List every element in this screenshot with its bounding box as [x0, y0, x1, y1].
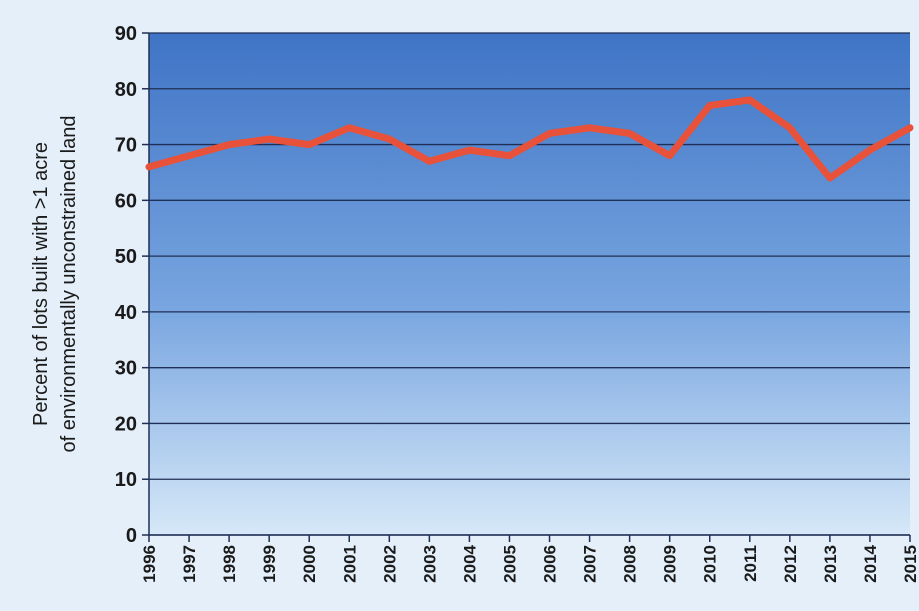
data-point-1999	[266, 136, 272, 142]
data-point-2007	[587, 125, 593, 131]
x-tick-labels: 1996 1997 1998 1999 2000 2001 2002 2003 2004 2005…	[140, 544, 919, 582]
x-tick-label: 2013	[821, 545, 840, 583]
x-tick-label: 1999	[260, 545, 279, 583]
x-tick-label: 2004	[460, 544, 479, 582]
data-point-1997	[186, 153, 192, 159]
data-point-2015	[907, 125, 913, 131]
series-lines	[145, 96, 914, 182]
data-point-2001	[346, 125, 352, 131]
data-point-2009	[667, 153, 673, 159]
data-point-1996	[146, 164, 152, 170]
data-point-2012	[787, 125, 793, 131]
x-tick-label: 2003	[420, 545, 439, 583]
x-tick-label: 2014	[861, 544, 880, 582]
x-tick-label: 2006	[541, 545, 560, 583]
y-tick-label: 70	[115, 135, 137, 157]
plot-area	[149, 33, 910, 535]
data-point-2000	[306, 142, 312, 148]
y-tick-label: 80	[115, 79, 137, 101]
data-point-2008	[627, 130, 633, 136]
x-tick-label: 2010	[701, 545, 720, 583]
data-point-2006	[547, 130, 553, 136]
y-axis-title-line-2: of environmentally unconstrained land	[58, 116, 80, 453]
y-tick-label: 60	[115, 190, 137, 212]
x-tick-label: 1996	[140, 545, 159, 583]
x-tick-label: 2009	[661, 545, 680, 583]
x-tick-label: 2012	[781, 545, 800, 583]
data-point-2013	[827, 175, 833, 181]
x-tick-label: 2011	[741, 545, 760, 582]
data-point-2010	[707, 103, 713, 109]
gridlines	[142, 32, 910, 536]
x-tick-label: 2007	[581, 545, 600, 583]
y-tick-label: 90	[115, 23, 137, 45]
data-point-2002	[386, 136, 392, 142]
x-tick-label: 2000	[300, 545, 319, 583]
x-tick-label: 2002	[380, 545, 399, 583]
x-tick-label: 2015	[901, 545, 919, 583]
data-point-2014	[867, 147, 873, 153]
y-tick-label: 20	[115, 413, 137, 435]
data-point-2005	[506, 153, 512, 159]
x-tick-label: 1997	[180, 545, 199, 583]
y-tick-label: 40	[115, 302, 137, 324]
x-tick-label: 2001	[340, 545, 359, 583]
y-tick-label: 50	[115, 246, 137, 268]
series-line-0	[145, 96, 914, 182]
data-point-2011	[747, 97, 753, 103]
y-axis-title-line-1: Percent of lots built with >1 acre	[30, 142, 52, 426]
x-tick-label: 2005	[500, 545, 519, 583]
x-tick-label: 1998	[220, 545, 239, 583]
y-tick-labels: 0 10 20 30 40 50 60 70 80 90	[115, 23, 137, 547]
data-point-1998	[226, 142, 232, 148]
y-tick-label: 0	[126, 525, 137, 547]
axes	[148, 33, 911, 542]
x-tick-label: 2008	[621, 545, 640, 583]
y-tick-label: 10	[115, 469, 137, 491]
data-point-2004	[466, 147, 472, 153]
data-point-2003	[426, 158, 432, 164]
y-tick-label: 30	[115, 358, 137, 380]
